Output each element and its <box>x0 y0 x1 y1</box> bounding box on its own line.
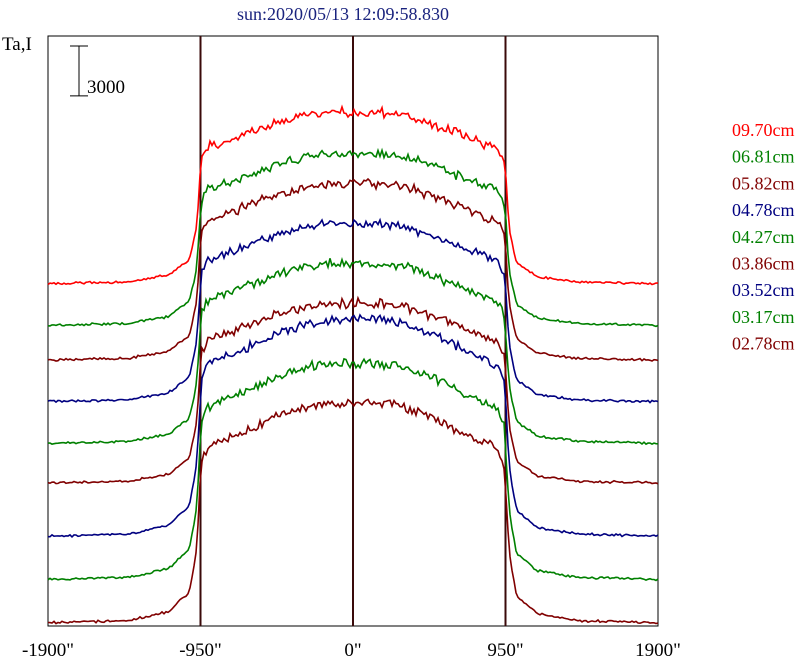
legend-item: 09.70cm <box>732 120 795 140</box>
x-tick-label: 1900" <box>635 640 681 661</box>
series-line-03.17cm <box>47 357 659 582</box>
legend-item: 04.27cm <box>732 227 795 247</box>
series-line-04.27cm <box>47 256 659 446</box>
series-line-06.81cm <box>47 147 659 328</box>
x-tick-label: -950" <box>179 640 222 661</box>
x-axis-ticks: -1900" -950" 0" 950" 1900" <box>22 640 681 661</box>
legend-item: 02.78cm <box>732 334 795 354</box>
legend: 09.70cm 06.81cm 05.82cm 04.78cm 04.27cm 03.86… <box>732 120 795 354</box>
legend-item: 04.78cm <box>732 200 795 220</box>
vertical-reference-lines <box>199 36 507 626</box>
series-layer <box>47 104 659 625</box>
chart-title: sun:2020/05/13 12:09:58.830 <box>237 4 449 24</box>
series-line-05.82cm <box>47 177 659 362</box>
x-tick-label: -1900" <box>22 640 74 661</box>
x-tick-label: 950" <box>487 640 523 661</box>
series-line-02.78cm <box>47 398 659 625</box>
legend-item: 03.52cm <box>732 280 795 300</box>
series-line-09.70cm <box>47 104 659 286</box>
scale-bar-label: 3000 <box>87 77 125 98</box>
legend-item: 05.82cm <box>732 173 795 193</box>
y-axis-label: Ta,I <box>2 34 32 55</box>
scale-bar: 3000 <box>70 45 125 98</box>
series-line-03.86cm <box>47 295 659 485</box>
legend-item: 06.81cm <box>732 147 795 167</box>
legend-item: 03.86cm <box>732 254 795 274</box>
series-line-04.78cm <box>47 217 659 404</box>
series-line-03.52cm <box>48 313 659 539</box>
legend-item: 03.17cm <box>732 307 795 327</box>
x-tick-label: 0" <box>344 640 361 661</box>
